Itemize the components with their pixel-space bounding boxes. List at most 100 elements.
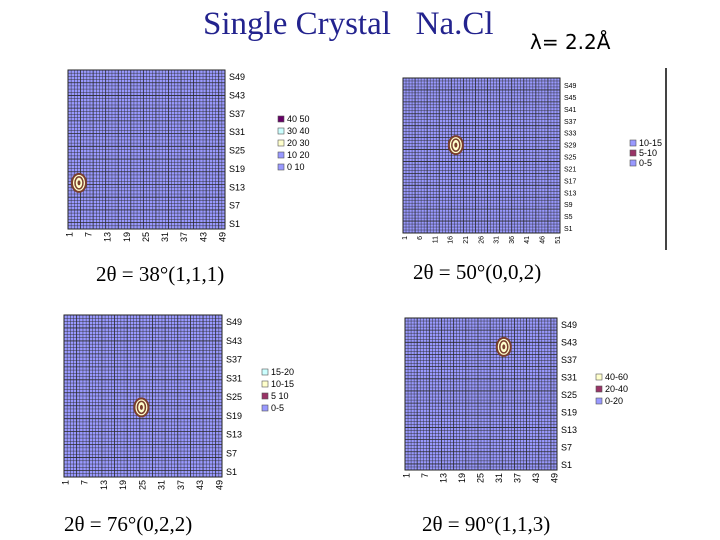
y-tick-label: S31 (561, 373, 577, 383)
legend: 15-20 10-15 5 10 0-5 (261, 367, 294, 413)
x-tick-label: 46 (540, 236, 547, 244)
x-tick-label: 19 (118, 480, 128, 490)
peak-1 (447, 135, 464, 156)
y-tick-label: S37 (226, 355, 242, 365)
x-tick-label: 41 (524, 236, 531, 244)
legend-label: 15-20 (271, 367, 294, 377)
y-tick-label: S29 (564, 143, 577, 150)
heatmap-grid (64, 315, 222, 477)
legend-swatch (277, 127, 285, 135)
x-tick-label: 7 (80, 480, 90, 485)
legend-swatch (595, 385, 603, 393)
y-tick-label: S5 (564, 214, 573, 221)
legend-label: 5 10 (271, 391, 289, 401)
x-tick-label: 13 (99, 480, 109, 490)
x-tick-label: 19 (122, 232, 132, 242)
x-tick-label: 49 (217, 232, 227, 242)
legend-label: 10-15 (271, 379, 294, 389)
y-tick-label: S7 (561, 443, 572, 453)
legend-label: 0 10 (287, 162, 305, 172)
y-tick-label: S1 (561, 460, 572, 470)
peak-inner-contour (451, 138, 461, 152)
x-tick-label: 36 (509, 236, 516, 244)
y-tick-label: S25 (561, 390, 577, 400)
x-tick-label: 31 (494, 473, 504, 483)
legend-swatch (629, 149, 637, 157)
legend: 40 50 30 40 20 30 10 20 0 10 (277, 114, 310, 172)
x-tick-label: 31 (494, 236, 501, 244)
y-tick-label: S37 (229, 109, 245, 119)
x-tick-label: 1 (402, 236, 409, 240)
y-tick-label: S43 (226, 336, 242, 346)
y-tick-label: S31 (226, 373, 242, 383)
heatmap-grid (403, 78, 560, 233)
y-tick-label: S43 (561, 338, 577, 348)
legend-label: 30 40 (287, 126, 310, 136)
divider-line (665, 68, 667, 250)
caption-3: 2θ = 76°(0,2,2) (64, 512, 193, 536)
y-tick-label: S13 (561, 425, 577, 435)
x-tick-label: 49 (549, 473, 559, 483)
peak-core (454, 142, 458, 148)
peak-1 (70, 172, 87, 193)
x-tick-label: 25 (141, 232, 151, 242)
x-tick-label: 19 (457, 473, 467, 483)
x-tick-label: 13 (103, 232, 113, 242)
x-tick-label: 43 (195, 480, 205, 490)
legend-swatch (277, 139, 285, 147)
caption-2: 2θ = 50°(0,0,2) (413, 260, 542, 284)
y-tick-label: S37 (561, 355, 577, 365)
legend-swatch (261, 380, 269, 388)
x-tick-label: 49 (214, 480, 224, 490)
legend-swatch (261, 404, 269, 412)
heatmap-4: 1 7 13 19 25 31 37 43 49 S49 S43 S37 S31 S25 S19 S13 S7 S… (401, 317, 628, 483)
y-tick-label: S13 (226, 430, 242, 440)
legend-swatch (595, 397, 603, 405)
y-tick-label: S19 (229, 164, 245, 174)
peak-1 (133, 397, 150, 418)
y-tick-label: S25 (564, 155, 577, 162)
wavelength-label: λ= 2.2Å (530, 30, 611, 54)
y-tick-label: S49 (564, 83, 577, 90)
x-tick-label: 16 (448, 236, 455, 244)
y-tick-label: S19 (226, 411, 242, 421)
x-tick-label: 7 (420, 473, 430, 478)
y-tick-label: S41 (564, 107, 577, 114)
x-tick-label: 43 (531, 473, 541, 483)
legend-swatch (261, 368, 269, 376)
y-tick-label: S21 (564, 166, 577, 173)
peak-inner-contour (74, 176, 84, 190)
y-tick-label: S17 (564, 178, 577, 185)
x-tick-label: 31 (157, 480, 167, 490)
legend-label: 0-5 (271, 403, 284, 413)
legend-swatch (277, 163, 285, 171)
y-tick-label: S31 (229, 127, 245, 137)
x-tick-label: 7 (84, 232, 94, 237)
y-tick-label: S7 (226, 448, 237, 458)
x-tick-label: 43 (198, 232, 208, 242)
legend-label: 40 50 (287, 114, 310, 124)
caption-4: 2θ = 90°(1,1,3) (422, 512, 551, 536)
x-tick-label: 31 (160, 232, 170, 242)
legend-label: 20 30 (287, 138, 310, 148)
y-tick-label: S49 (229, 72, 245, 82)
heatmap-grid (405, 318, 557, 470)
x-tick-label: 51 (555, 236, 562, 244)
legend-swatch (277, 151, 285, 159)
x-tick-label: 13 (438, 473, 448, 483)
legend: 40-60 20-40 0-20 (595, 372, 628, 406)
y-tick-label: S1 (226, 467, 237, 477)
heatmap-1: 1 7 13 19 25 31 37 43 49 S49 S43 S37 S31 S25 S19 S13 S7 S… (64, 69, 310, 242)
legend-label: 20-40 (605, 384, 628, 394)
y-tick-label: S9 (564, 202, 573, 209)
peak-core (77, 180, 81, 186)
y-tick-label: S19 (561, 408, 577, 418)
x-tick-label: 1 (60, 480, 70, 485)
y-tick-label: S1 (229, 219, 240, 229)
legend-swatch (261, 392, 269, 400)
x-tick-label: 37 (512, 473, 522, 483)
x-tick-label: 1 (64, 232, 74, 237)
y-tick-label: S1 (564, 226, 573, 233)
page-title: Single Crystal Na.Cl (203, 6, 494, 42)
